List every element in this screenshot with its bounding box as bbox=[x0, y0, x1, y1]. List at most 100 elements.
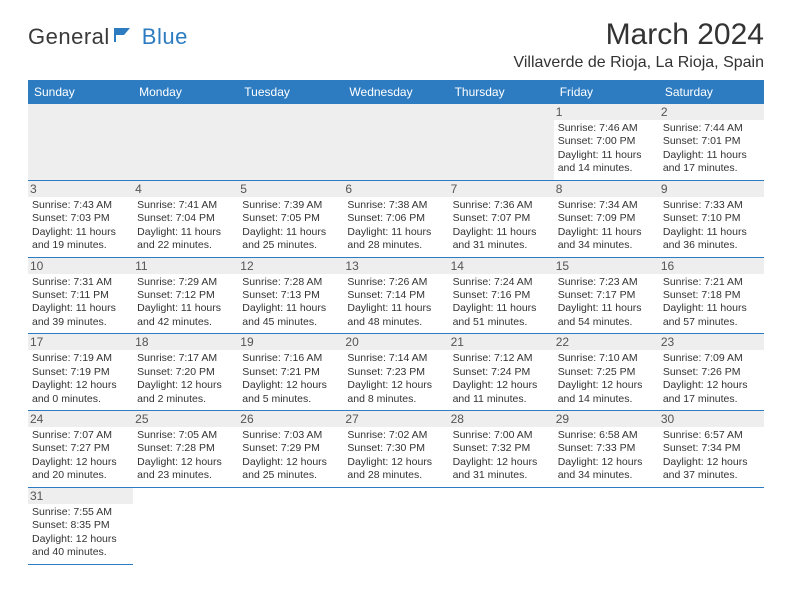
calendar-week-row: 3Sunrise: 7:43 AMSunset: 7:03 PMDaylight… bbox=[28, 180, 764, 257]
calendar-day-cell: 20Sunrise: 7:14 AMSunset: 7:23 PMDayligh… bbox=[343, 334, 448, 411]
daylight-text: Daylight: 12 hours and 17 minutes. bbox=[663, 379, 760, 406]
sunrise-text: Sunrise: 7:26 AM bbox=[347, 276, 444, 289]
day-info: Sunrise: 7:44 AMSunset: 7:01 PMDaylight:… bbox=[663, 122, 760, 176]
day-info: Sunrise: 7:19 AMSunset: 7:19 PMDaylight:… bbox=[32, 352, 129, 406]
sunset-text: Sunset: 7:17 PM bbox=[558, 289, 655, 302]
sunrise-text: Sunrise: 7:38 AM bbox=[347, 199, 444, 212]
day-info: Sunrise: 7:24 AMSunset: 7:16 PMDaylight:… bbox=[453, 276, 550, 330]
daylight-text: Daylight: 11 hours and 31 minutes. bbox=[453, 226, 550, 253]
sunrise-text: Sunrise: 7:05 AM bbox=[137, 429, 234, 442]
calendar-day-cell: 12Sunrise: 7:28 AMSunset: 7:13 PMDayligh… bbox=[238, 257, 343, 334]
sunrise-text: Sunrise: 7:16 AM bbox=[242, 352, 339, 365]
day-number: 5 bbox=[238, 181, 343, 197]
sunset-text: Sunset: 7:32 PM bbox=[453, 442, 550, 455]
title-block: March 2024 Villaverde de Rioja, La Rioja… bbox=[513, 18, 764, 72]
sunset-text: Sunset: 7:27 PM bbox=[32, 442, 129, 455]
daylight-text: Daylight: 11 hours and 34 minutes. bbox=[558, 226, 655, 253]
sunrise-text: Sunrise: 7:33 AM bbox=[663, 199, 760, 212]
day-number: 17 bbox=[28, 334, 133, 350]
day-info: Sunrise: 7:46 AMSunset: 7:00 PMDaylight:… bbox=[558, 122, 655, 176]
month-title: March 2024 bbox=[513, 18, 764, 52]
sunset-text: Sunset: 7:34 PM bbox=[663, 442, 760, 455]
sunset-text: Sunset: 7:21 PM bbox=[242, 366, 339, 379]
sunrise-text: Sunrise: 7:31 AM bbox=[32, 276, 129, 289]
calendar-week-row: 31Sunrise: 7:55 AMSunset: 8:35 PMDayligh… bbox=[28, 487, 764, 564]
daylight-text: Daylight: 11 hours and 14 minutes. bbox=[558, 149, 655, 176]
day-number: 30 bbox=[659, 411, 764, 427]
weekday-header: Saturday bbox=[659, 80, 764, 104]
sunrise-text: Sunrise: 7:36 AM bbox=[453, 199, 550, 212]
calendar-day-cell: 15Sunrise: 7:23 AMSunset: 7:17 PMDayligh… bbox=[554, 257, 659, 334]
daylight-text: Daylight: 12 hours and 20 minutes. bbox=[32, 456, 129, 483]
calendar-day-cell bbox=[133, 104, 238, 180]
calendar-day-cell: 24Sunrise: 7:07 AMSunset: 7:27 PMDayligh… bbox=[28, 411, 133, 488]
sunset-text: Sunset: 7:19 PM bbox=[32, 366, 129, 379]
calendar-day-cell: 19 Sunrise: 7:16 AMSunset: 7:21 PMDayligh… bbox=[238, 334, 343, 411]
day-number: 19 bbox=[238, 334, 343, 350]
sunrise-text: Sunrise: 7:17 AM bbox=[137, 352, 234, 365]
sunrise-text: Sunrise: 7:34 AM bbox=[558, 199, 655, 212]
day-info: Sunrise: 7:00 AMSunset: 7:32 PMDaylight:… bbox=[453, 429, 550, 483]
daylight-text: Daylight: 12 hours and 31 minutes. bbox=[453, 456, 550, 483]
day-number: 25 bbox=[133, 411, 238, 427]
day-number: 18 bbox=[133, 334, 238, 350]
day-number: 9 bbox=[659, 181, 764, 197]
day-number: 20 bbox=[343, 334, 448, 350]
day-info: Sunrise: 7:23 AMSunset: 7:17 PMDaylight:… bbox=[558, 276, 655, 330]
calendar-week-row: 10Sunrise: 7:31 AMSunset: 7:11 PMDayligh… bbox=[28, 257, 764, 334]
weekday-header: Friday bbox=[554, 80, 659, 104]
day-number: 1 bbox=[554, 104, 659, 120]
day-number: 4 bbox=[133, 181, 238, 197]
page-header: General Blue March 2024 Villaverde de Ri… bbox=[28, 18, 764, 72]
daylight-text: Daylight: 12 hours and 5 minutes. bbox=[242, 379, 339, 406]
sunrise-text: Sunrise: 7:24 AM bbox=[453, 276, 550, 289]
calendar-day-cell: 3Sunrise: 7:43 AMSunset: 7:03 PMDaylight… bbox=[28, 180, 133, 257]
logo-flag-icon bbox=[114, 26, 140, 49]
calendar-day-cell: 5Sunrise: 7:39 AMSunset: 7:05 PMDaylight… bbox=[238, 180, 343, 257]
sunset-text: Sunset: 7:26 PM bbox=[663, 366, 760, 379]
weekday-header: Monday bbox=[133, 80, 238, 104]
sunrise-text: Sunrise: 7:07 AM bbox=[32, 429, 129, 442]
day-info: Sunrise: 7:36 AMSunset: 7:07 PMDaylight:… bbox=[453, 199, 550, 253]
calendar-day-cell bbox=[449, 487, 554, 564]
calendar-day-cell: 7 Sunrise: 7:36 AMSunset: 7:07 PMDaylight… bbox=[449, 180, 554, 257]
daylight-text: Daylight: 11 hours and 45 minutes. bbox=[242, 302, 339, 329]
calendar-day-cell bbox=[343, 104, 448, 180]
sunset-text: Sunset: 7:11 PM bbox=[32, 289, 129, 302]
daylight-text: Daylight: 12 hours and 34 minutes. bbox=[558, 456, 655, 483]
sunset-text: Sunset: 7:28 PM bbox=[137, 442, 234, 455]
daylight-text: Daylight: 11 hours and 51 minutes. bbox=[453, 302, 550, 329]
day-info: Sunrise: 7:33 AMSunset: 7:10 PMDaylight:… bbox=[663, 199, 760, 253]
calendar-day-cell: 11Sunrise: 7:29 AMSunset: 7:12 PMDayligh… bbox=[133, 257, 238, 334]
day-info: Sunrise: 7:03 AMSunset: 7:29 PMDaylight:… bbox=[242, 429, 339, 483]
sunset-text: Sunset: 7:30 PM bbox=[347, 442, 444, 455]
calendar-day-cell bbox=[28, 104, 133, 180]
day-number: 12 bbox=[238, 258, 343, 274]
day-number: 29 bbox=[554, 411, 659, 427]
sunset-text: Sunset: 7:07 PM bbox=[453, 212, 550, 225]
sunset-text: Sunset: 7:01 PM bbox=[663, 135, 760, 148]
day-info: Sunrise: 7:41 AMSunset: 7:04 PMDaylight:… bbox=[137, 199, 234, 253]
calendar-day-cell: 26Sunrise: 7:03 AMSunset: 7:29 PMDayligh… bbox=[238, 411, 343, 488]
day-info: Sunrise: 7:43 AMSunset: 7:03 PMDaylight:… bbox=[32, 199, 129, 253]
daylight-text: Daylight: 12 hours and 0 minutes. bbox=[32, 379, 129, 406]
daylight-text: Daylight: 12 hours and 25 minutes. bbox=[242, 456, 339, 483]
day-info: Sunrise: 7:12 AMSunset: 7:24 PMDaylight:… bbox=[453, 352, 550, 406]
sunrise-text: Sunrise: 7:19 AM bbox=[32, 352, 129, 365]
daylight-text: Daylight: 12 hours and 11 minutes. bbox=[453, 379, 550, 406]
day-info: Sunrise: 7:21 AMSunset: 7:18 PMDaylight:… bbox=[663, 276, 760, 330]
day-number: 27 bbox=[343, 411, 448, 427]
sunset-text: Sunset: 7:10 PM bbox=[663, 212, 760, 225]
sunset-text: Sunset: 7:06 PM bbox=[347, 212, 444, 225]
weekday-header: Wednesday bbox=[343, 80, 448, 104]
daylight-text: Daylight: 12 hours and 2 minutes. bbox=[137, 379, 234, 406]
calendar-day-cell: 2Sunrise: 7:44 AMSunset: 7:01 PMDaylight… bbox=[659, 104, 764, 180]
sunset-text: Sunset: 7:05 PM bbox=[242, 212, 339, 225]
daylight-text: Daylight: 12 hours and 28 minutes. bbox=[347, 456, 444, 483]
day-number: 7 bbox=[449, 181, 554, 197]
day-info: Sunrise: 7:29 AMSunset: 7:12 PMDaylight:… bbox=[137, 276, 234, 330]
calendar-week-row: 1 Sunrise: 7:46 AMSunset: 7:00 PMDaylight… bbox=[28, 104, 764, 180]
daylight-text: Daylight: 11 hours and 22 minutes. bbox=[137, 226, 234, 253]
sunset-text: Sunset: 7:14 PM bbox=[347, 289, 444, 302]
calendar-day-cell bbox=[554, 487, 659, 564]
